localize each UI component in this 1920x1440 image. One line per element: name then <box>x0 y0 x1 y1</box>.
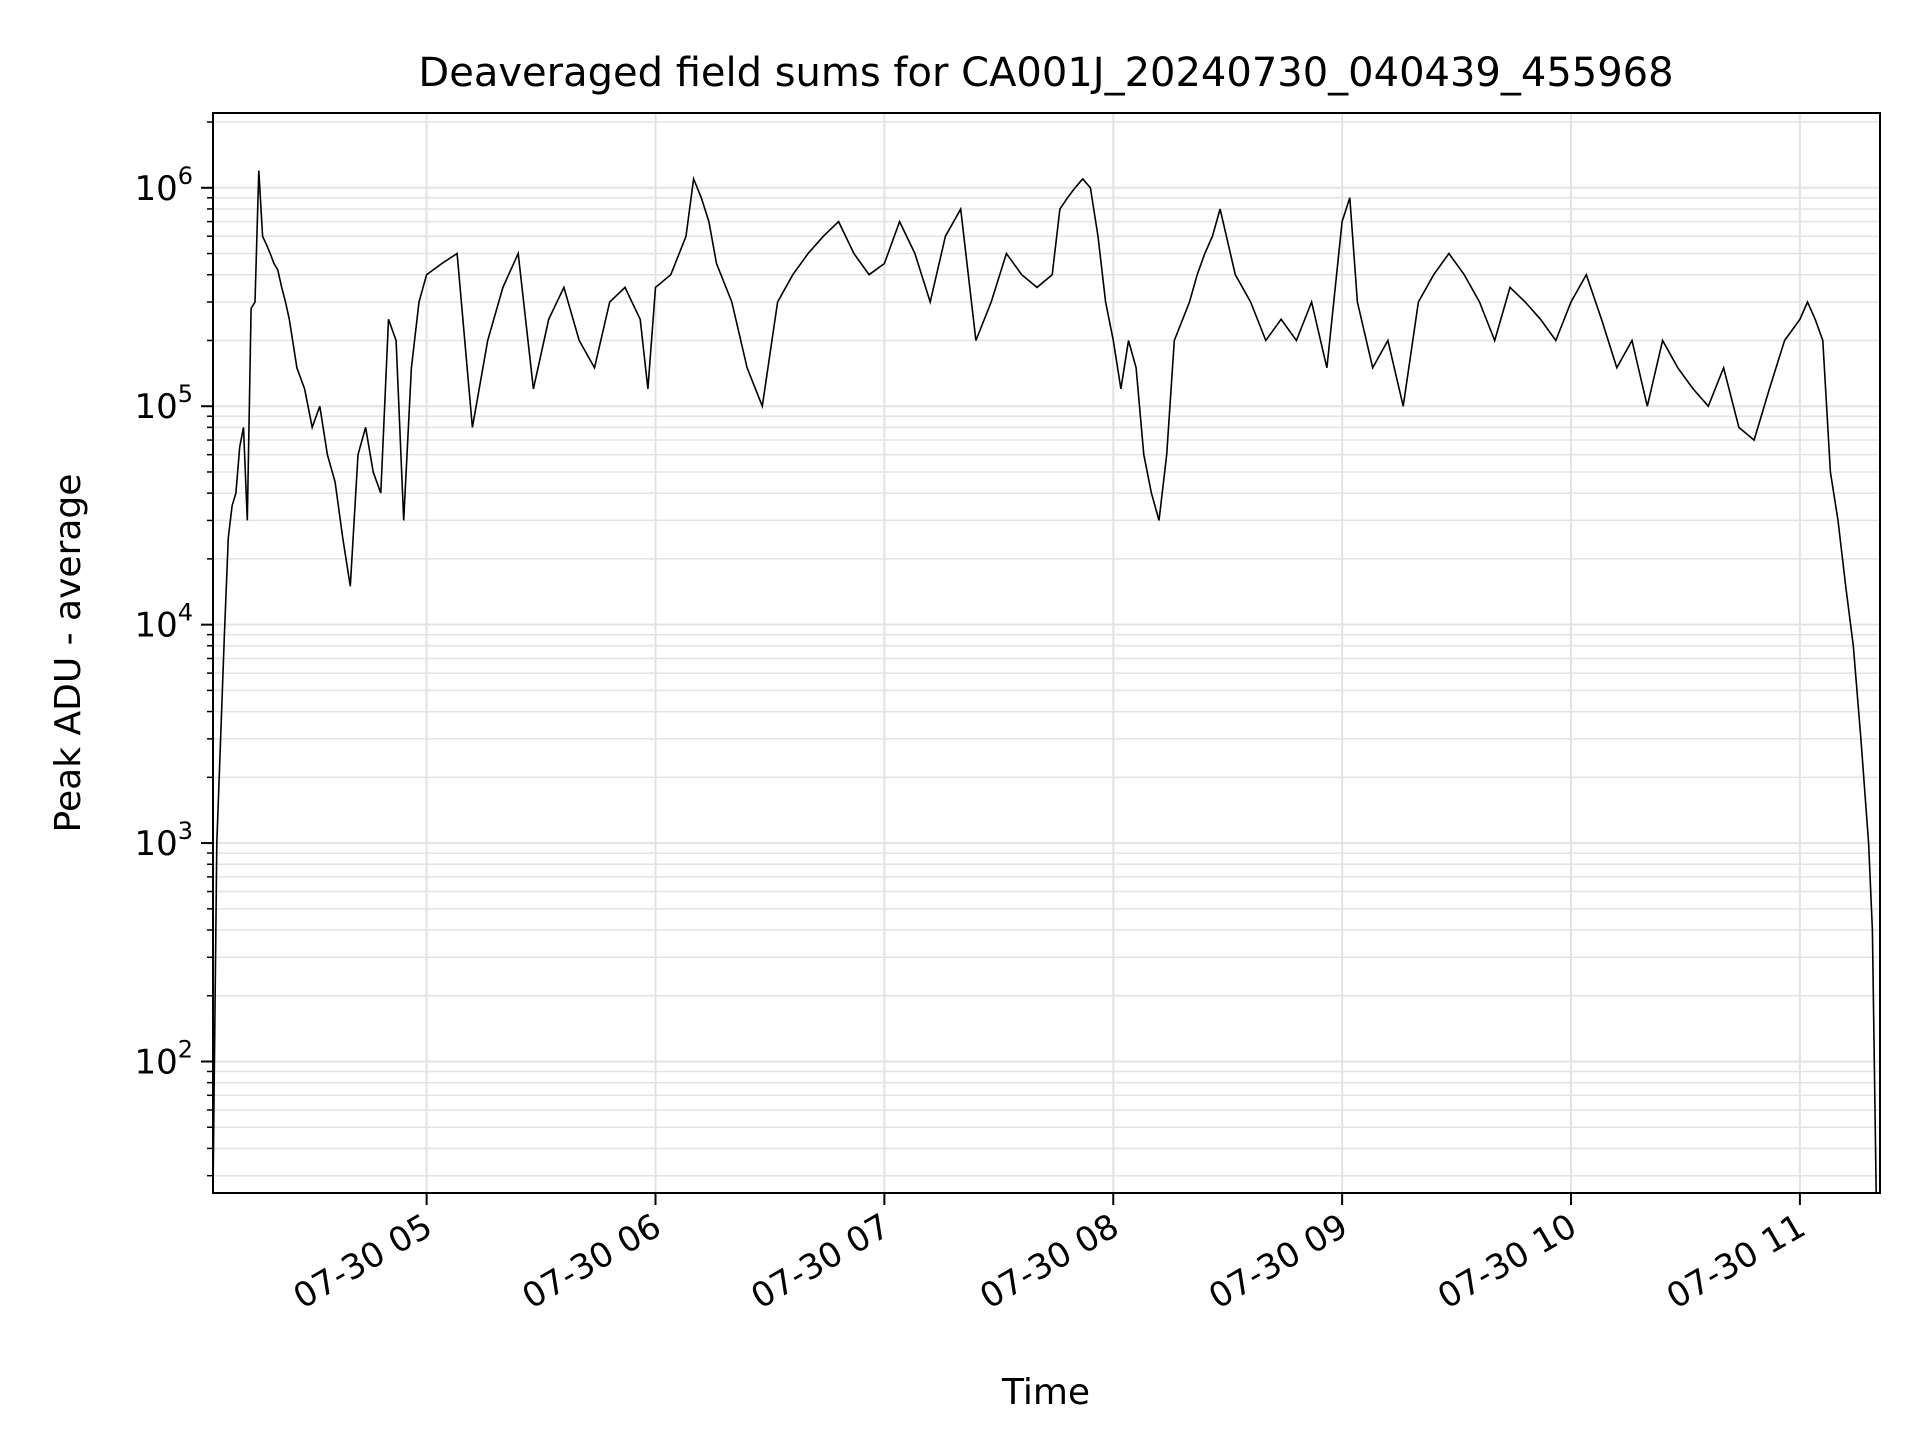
series-layer <box>212 170 1877 1194</box>
plot-area-frame <box>212 112 1881 1194</box>
y-tick-exponent: 6 <box>178 162 193 190</box>
y-tick-exponent: 5 <box>178 380 193 408</box>
x-tick-label: 07-30 05 <box>287 1206 439 1317</box>
y-tick-exponent: 3 <box>178 817 193 845</box>
y-tick-label: 104 <box>134 599 193 646</box>
x-axis-label: Time <box>1001 1372 1090 1413</box>
y-tick-label: 103 <box>134 817 193 864</box>
x-tick-label: 07-30 10 <box>1431 1206 1583 1317</box>
y-tick-base: 10 <box>134 387 177 427</box>
chart-title: Deaveraged field sums for CA001J_2024073… <box>418 50 1673 96</box>
y-tick-exponent: 2 <box>178 1035 193 1063</box>
y-tick-base: 10 <box>134 824 177 864</box>
x-tick-label: 07-30 06 <box>516 1206 668 1317</box>
series-line <box>212 170 1877 1194</box>
x-tick-label: 07-30 09 <box>1202 1206 1354 1317</box>
y-tick-label: 106 <box>134 162 193 209</box>
y-tick-base: 10 <box>134 606 177 646</box>
x-tick-label: 07-30 07 <box>744 1206 896 1317</box>
y-tick-base: 10 <box>134 1042 177 1082</box>
x-tick-label: 07-30 11 <box>1660 1206 1812 1317</box>
y-axis-label: Peak ADU - average <box>48 474 89 833</box>
y-tick-exponent: 4 <box>178 599 193 627</box>
y-tick-base: 10 <box>134 169 177 209</box>
grid <box>213 113 1880 1193</box>
x-tick-label: 07-30 08 <box>973 1206 1125 1317</box>
y-tick-label: 105 <box>134 380 193 427</box>
y-tick-label: 102 <box>134 1035 193 1082</box>
